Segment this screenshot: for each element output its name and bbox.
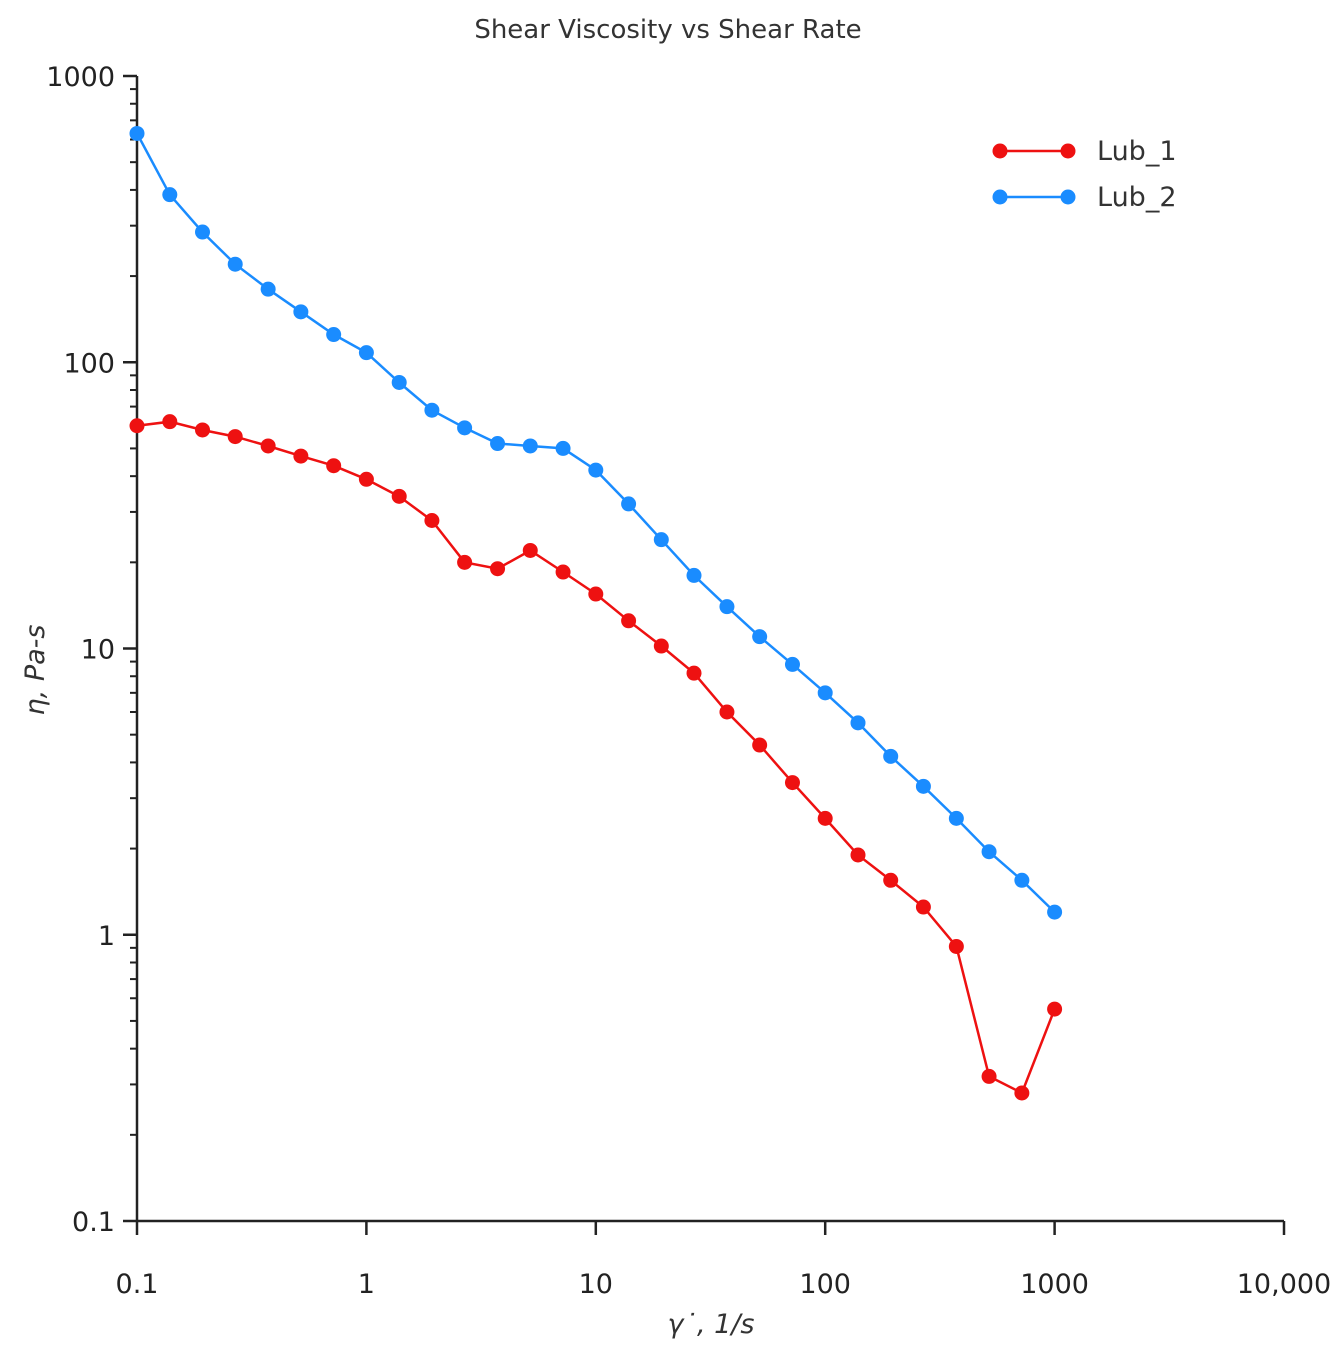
axes: 0.1 1 10 100 1000 0.1 1 10 100 1000 10,000 bbox=[46, 62, 1331, 1300]
data-point-lub-1 bbox=[915, 899, 931, 915]
legend: Lub_1 Lub_2 bbox=[992, 136, 1177, 213]
data-point-lub-2 bbox=[588, 462, 604, 478]
x-tick-label: 10 bbox=[579, 1269, 613, 1300]
data-point-lub-1 bbox=[129, 418, 145, 434]
series-line-lub-2 bbox=[135, 132, 1056, 913]
legend-marker-lub-2 bbox=[992, 189, 1008, 205]
y-axis-label: η, Pa-s bbox=[20, 625, 51, 716]
data-point-lub-2 bbox=[915, 778, 931, 794]
data-point-lub-2 bbox=[883, 748, 899, 764]
legend-marker-lub-1 bbox=[992, 143, 1008, 159]
data-point-lub-2 bbox=[784, 656, 800, 672]
data-point-lub-2 bbox=[653, 532, 669, 548]
data-point-lub-2 bbox=[260, 281, 276, 297]
x-tick-label: 1000 bbox=[1020, 1269, 1089, 1300]
y-tick-label: 100 bbox=[63, 348, 115, 379]
legend-marker-lub-2 bbox=[1060, 189, 1076, 205]
data-point-lub-2 bbox=[522, 438, 538, 454]
y-tick-label: 1 bbox=[98, 921, 115, 952]
x-tick-label: 1 bbox=[358, 1269, 375, 1300]
data-point-lub-1 bbox=[555, 564, 571, 580]
chart-title: Shear Viscosity vs Shear Rate bbox=[474, 15, 861, 45]
data-point-lub-2 bbox=[195, 224, 211, 240]
data-point-lub-1 bbox=[653, 638, 669, 654]
data-point-lub-1 bbox=[817, 810, 833, 826]
data-point-lub-1 bbox=[227, 429, 243, 445]
x-tick-label: 0.1 bbox=[116, 1269, 159, 1300]
data-point-lub-1 bbox=[162, 414, 178, 430]
data-point-lub-2 bbox=[686, 567, 702, 583]
data-point-lub-2 bbox=[719, 599, 735, 615]
data-point-lub-1 bbox=[981, 1068, 997, 1084]
data-point-lub-1 bbox=[490, 561, 506, 577]
data-point-lub-2 bbox=[162, 187, 178, 203]
data-point-lub-1 bbox=[719, 704, 735, 720]
data-point-lub-2 bbox=[227, 256, 243, 272]
data-point-lub-1 bbox=[784, 775, 800, 791]
series-line-lub-1 bbox=[136, 420, 1056, 1095]
series-lub-1 bbox=[129, 414, 1063, 1101]
data-point-lub-1 bbox=[883, 872, 899, 888]
data-point-lub-2 bbox=[817, 685, 833, 701]
data-point-lub-2 bbox=[457, 420, 473, 436]
data-point-lub-1 bbox=[621, 613, 637, 629]
series-layer bbox=[129, 125, 1063, 1101]
data-point-lub-1 bbox=[424, 513, 440, 529]
data-point-lub-1 bbox=[850, 847, 866, 863]
legend-item-lub-1: Lub_1 bbox=[992, 136, 1177, 167]
data-point-lub-2 bbox=[850, 715, 866, 731]
data-point-lub-2 bbox=[981, 844, 997, 860]
x-tick-label: 100 bbox=[799, 1269, 851, 1300]
data-point-lub-1 bbox=[752, 737, 768, 753]
data-point-lub-1 bbox=[195, 422, 211, 438]
legend-label-lub-1: Lub_1 bbox=[1097, 136, 1177, 167]
data-point-lub-2 bbox=[293, 304, 309, 320]
data-point-lub-2 bbox=[326, 327, 342, 343]
legend-marker-lub-1 bbox=[1060, 143, 1076, 159]
data-point-lub-2 bbox=[490, 436, 506, 452]
legend-item-lub-2: Lub_2 bbox=[992, 182, 1177, 213]
data-point-lub-2 bbox=[1047, 904, 1063, 920]
data-point-lub-1 bbox=[391, 488, 407, 504]
data-point-lub-1 bbox=[358, 471, 374, 487]
series-lub-2 bbox=[129, 125, 1063, 920]
data-point-lub-1 bbox=[293, 448, 309, 464]
data-point-lub-1 bbox=[948, 938, 964, 954]
data-point-lub-1 bbox=[522, 542, 538, 558]
data-point-lub-2 bbox=[358, 345, 374, 361]
data-point-lub-2 bbox=[424, 402, 440, 418]
data-point-lub-1 bbox=[260, 438, 276, 454]
legend-label-lub-2: Lub_2 bbox=[1097, 182, 1177, 213]
data-point-lub-1 bbox=[1047, 1001, 1063, 1017]
x-tick-label: 10,000 bbox=[1237, 1269, 1331, 1300]
y-tick-label: 0.1 bbox=[72, 1207, 115, 1238]
data-point-lub-2 bbox=[129, 125, 145, 141]
data-point-lub-2 bbox=[948, 810, 964, 826]
data-point-lub-2 bbox=[752, 629, 768, 645]
data-point-lub-1 bbox=[1014, 1085, 1030, 1101]
data-point-lub-2 bbox=[621, 496, 637, 512]
y-tick-label: 1000 bbox=[46, 62, 115, 93]
data-point-lub-1 bbox=[588, 586, 604, 602]
data-point-lub-1 bbox=[457, 554, 473, 570]
data-point-lub-1 bbox=[686, 665, 702, 681]
x-axis-label: γ˙, 1/s bbox=[668, 1309, 755, 1340]
data-point-lub-1 bbox=[326, 458, 342, 474]
y-tick-label: 10 bbox=[81, 635, 115, 666]
data-point-lub-2 bbox=[1014, 872, 1030, 888]
data-point-lub-2 bbox=[391, 374, 407, 390]
data-point-lub-2 bbox=[555, 440, 571, 456]
